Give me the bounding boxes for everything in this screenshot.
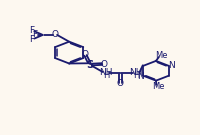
Text: F: F [33, 30, 38, 39]
Text: F: F [29, 35, 35, 44]
Text: O: O [82, 50, 89, 59]
Text: N: N [168, 61, 175, 70]
Text: H: H [133, 71, 139, 80]
Text: Me: Me [152, 82, 165, 91]
Text: NH: NH [99, 68, 112, 77]
Text: O: O [52, 30, 59, 39]
Text: F: F [29, 26, 35, 35]
Text: O: O [101, 60, 108, 69]
Text: H: H [103, 71, 109, 80]
Text: NH: NH [129, 68, 143, 77]
Text: O: O [117, 79, 124, 88]
Text: N: N [137, 72, 144, 81]
Text: S: S [86, 60, 93, 70]
Text: Me: Me [155, 51, 167, 60]
